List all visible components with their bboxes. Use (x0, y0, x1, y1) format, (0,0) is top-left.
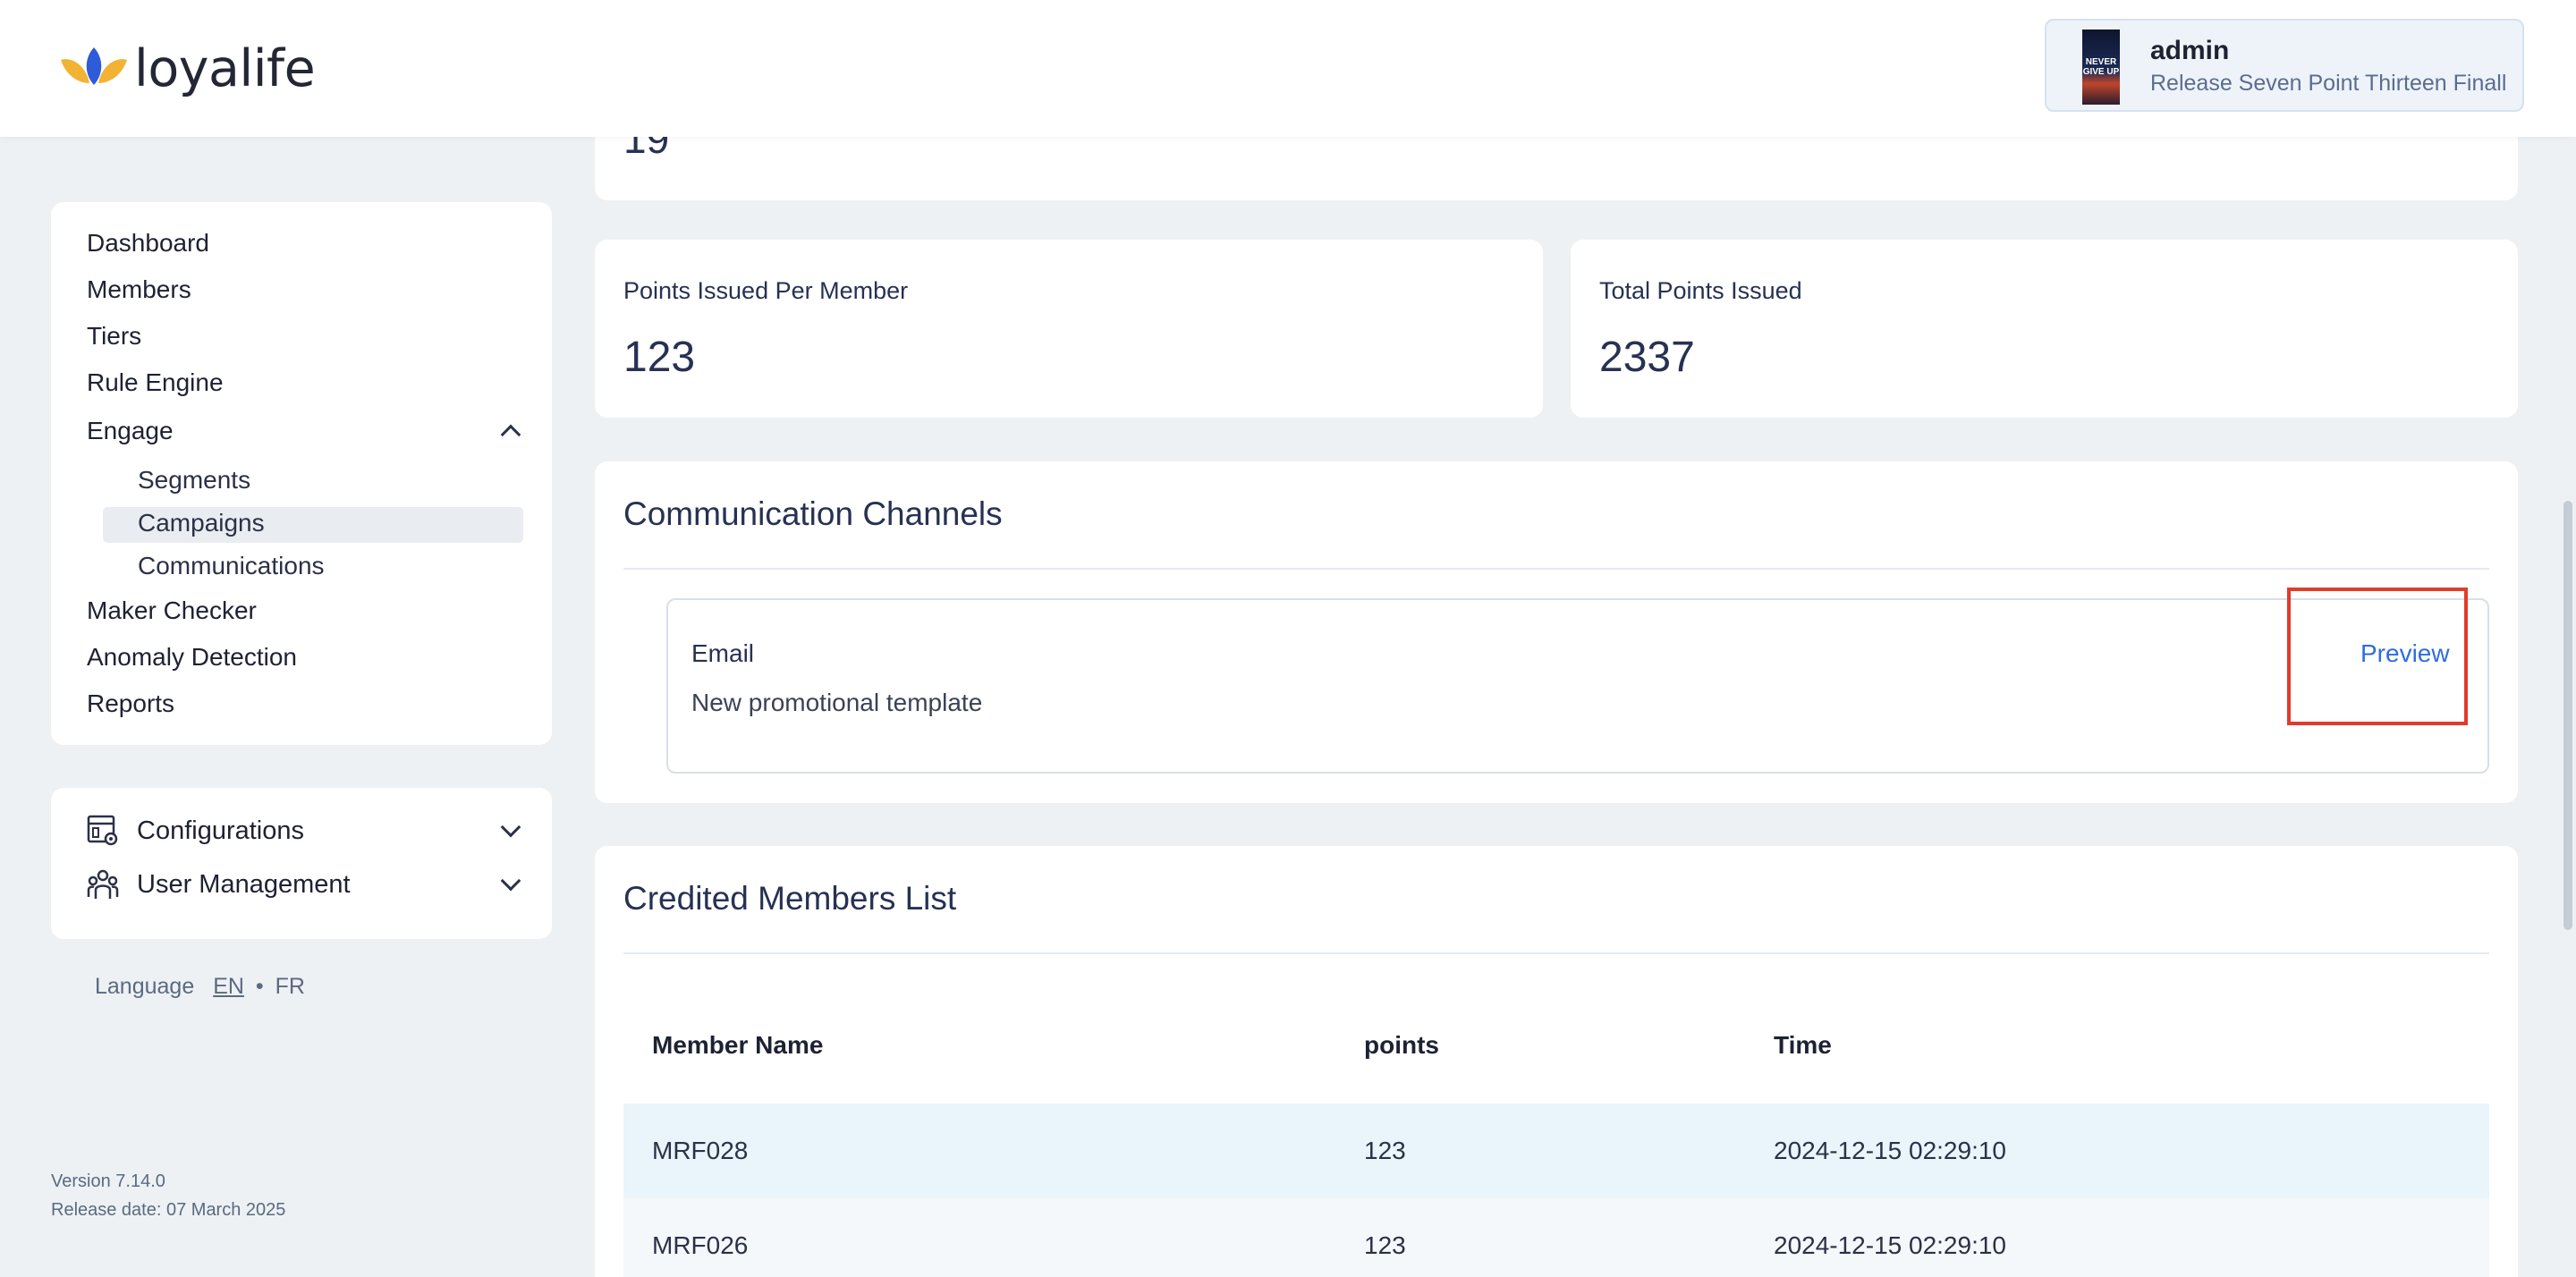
sidebar-item-user-management[interactable]: User Management (137, 870, 351, 899)
chevron-up-icon[interactable] (500, 424, 521, 445)
stat-card-total-points: Total Points Issued 2337 (1571, 240, 2518, 418)
sidebar-item-anomaly-detection[interactable]: Anomaly Detection (87, 643, 298, 671)
version-label: Version 7.14.0 (51, 1171, 165, 1191)
cell-member-name: MRF028 (623, 1104, 1335, 1198)
logo-text: loyalife (134, 39, 316, 98)
sidebar-item-dashboard[interactable]: Dashboard (87, 229, 209, 257)
sidebar-item-maker-checker[interactable]: Maker Checker (87, 596, 257, 624)
sidebar-item-reports[interactable]: Reports (87, 689, 175, 717)
stat-title: Total Points Issued (1599, 277, 1802, 304)
highlight-box (2287, 588, 2468, 725)
table-row[interactable]: MRF028 123 2024-12-15 02:29:10 (623, 1104, 2489, 1198)
cell-member-name: MRF026 (623, 1198, 1335, 1277)
column-header[interactable]: Member Name (652, 1031, 824, 1059)
credited-members-card: Credited Members List Member Name points… (595, 846, 2518, 1277)
language-separator: • (255, 974, 264, 999)
sidebar-item-engage[interactable]: Engage (87, 417, 174, 444)
user-profile-box[interactable]: NEVER GIVE UP admin Release Seven Point … (2045, 19, 2524, 112)
user-name: admin (2150, 36, 2230, 65)
preview-button[interactable]: Preview (2360, 639, 2450, 667)
sidebar-item-configurations[interactable]: Configurations (137, 816, 304, 845)
divider (623, 952, 2489, 954)
user-management-icon (87, 869, 119, 899)
sidebar-item-rule-engine[interactable]: Rule Engine (87, 368, 224, 396)
language-en-link[interactable]: EN (213, 974, 244, 999)
cell-time: 2024-12-15 02:29:10 (1745, 1104, 2489, 1198)
sidebar-nav: Dashboard Members Tiers Rule Engine Enga… (51, 202, 552, 745)
channel-item: Email New promotional template Preview (666, 598, 2489, 774)
table-row[interactable]: MRF026 123 2024-12-15 02:29:10 (623, 1198, 2489, 1277)
language-label: Language (95, 974, 195, 999)
chevron-down-icon[interactable] (500, 816, 521, 838)
credited-members-table: Member Name points Time MRF028 123 2024-… (623, 987, 2489, 1277)
chevron-down-icon[interactable] (500, 870, 521, 892)
version-info: Version 7.14.0 Release date: 07 March 20… (51, 1167, 285, 1224)
language-switcher: Language EN • FR (95, 974, 305, 1000)
stat-value: 2337 (1599, 334, 1695, 381)
configurations-icon (87, 815, 118, 846)
active-item-highlight (103, 507, 523, 543)
user-role: Release Seven Point Thirteen Finall (2150, 71, 2507, 96)
stat-title: Points Issued Per Member (623, 277, 909, 304)
column-header[interactable]: points (1364, 1031, 1439, 1059)
section-title: Credited Members List (623, 880, 957, 917)
sidebar-item-members[interactable]: Members (87, 275, 191, 303)
cell-points: 123 (1335, 1198, 1745, 1277)
cell-points: 123 (1335, 1104, 1745, 1198)
section-title: Communication Channels (623, 495, 1003, 532)
sidebar-item-tiers[interactable]: Tiers (87, 322, 142, 350)
sidebar-settings: Configurations User Management (51, 788, 552, 939)
top-header: loyalife NEVER GIVE UP admin Release Sev… (0, 0, 2576, 137)
sidebar-item-segments[interactable]: Segments (138, 466, 251, 494)
sidebar-item-communications[interactable]: Communications (138, 552, 325, 579)
channel-type: Email (691, 639, 755, 667)
release-date-label: Release date: 07 March 2025 (51, 1200, 286, 1220)
scrollbar-thumb[interactable] (2563, 501, 2572, 930)
cell-time: 2024-12-15 02:29:10 (1745, 1198, 2489, 1277)
logo-leaf-icon (61, 47, 127, 85)
stat-value: 123 (623, 334, 696, 381)
column-header[interactable]: Time (1774, 1031, 1832, 1059)
channel-template: New promotional template (691, 689, 983, 716)
loyalife-logo[interactable]: loyalife (59, 38, 316, 100)
avatar: NEVER GIVE UP (2082, 30, 2120, 105)
communication-channels-card: Communication Channels Email New promoti… (595, 461, 2518, 803)
sidebar-item-campaigns[interactable]: Campaigns (138, 509, 265, 537)
stat-card-points-per-member: Points Issued Per Member 123 (595, 240, 1543, 418)
table-header-row: Member Name points Time (623, 987, 2489, 1104)
divider (623, 568, 2489, 570)
language-fr-link[interactable]: FR (275, 974, 305, 999)
